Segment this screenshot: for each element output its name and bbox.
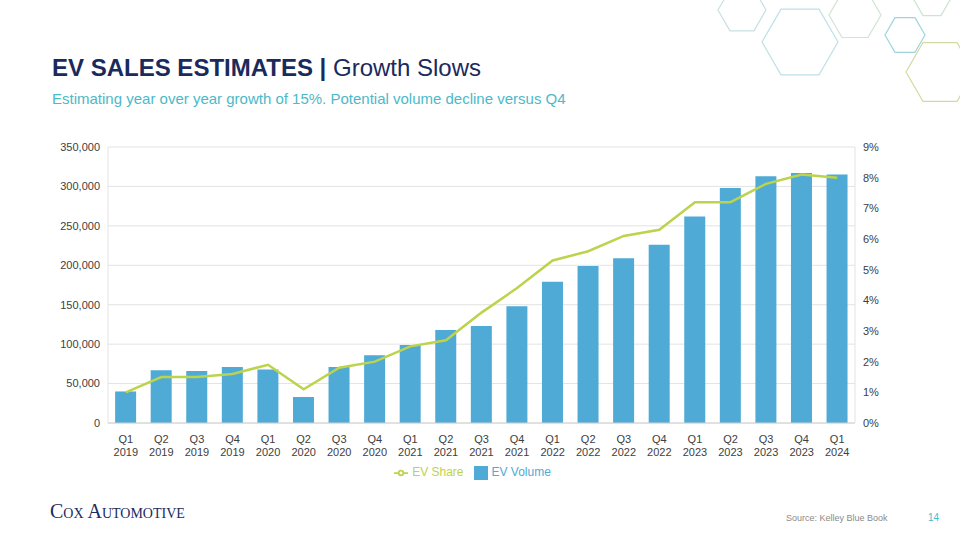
svg-text:Q12023: Q12023 [683,433,707,458]
svg-text:Q42020: Q42020 [363,433,387,458]
svg-text:350,000: 350,000 [60,141,100,153]
svg-text:Q12022: Q12022 [540,433,564,458]
svg-text:Q12019: Q12019 [114,433,138,458]
svg-text:Q42022: Q42022 [647,433,671,458]
html-text:EV Share: EV Share [412,465,464,479]
svg-text:Q22023: Q22023 [718,433,742,458]
html-text:Estimating year over year grow: Estimating year over year growth of 15%.… [52,90,566,107]
svg-text:Q22022: Q22022 [576,433,600,458]
svg-text:0: 0 [94,417,100,429]
svg-text:0%: 0% [863,417,879,429]
svg-text:Q22019: Q22019 [149,433,173,458]
svg-text:50,000: 50,000 [66,377,100,389]
svg-text:Q12024: Q12024 [825,433,849,458]
svg-text:Q32022: Q32022 [612,433,636,458]
svg-text:Q22020: Q22020 [291,433,315,458]
svg-text:Q32021: Q32021 [469,433,493,458]
svg-text:1%: 1% [863,386,879,398]
html-text:EV SALES ESTIMATES | Growth Sl: EV SALES ESTIMATES | Growth Slows [52,54,481,81]
svg-text:8%: 8% [863,172,879,184]
svg-text:Q42019: Q42019 [220,433,244,458]
svg-text:Q12021: Q12021 [398,433,422,458]
svg-text:200,000: 200,000 [60,259,100,271]
svg-text:Q22021: Q22021 [434,433,458,458]
svg-text:Q32020: Q32020 [327,433,351,458]
svg-text:2%: 2% [863,356,879,368]
html-text:14: 14 [928,512,940,523]
svg-text:Q12020: Q12020 [256,433,280,458]
svg-text:9%: 9% [863,141,879,153]
svg-text:Q42023: Q42023 [789,433,813,458]
html-text:EV Volume: EV Volume [491,465,551,479]
svg-text:Q32019: Q32019 [185,433,209,458]
svg-text:6%: 6% [863,233,879,245]
html-text:Source: Kelley Blue Book: Source: Kelley Blue Book [786,513,888,523]
svg-text:Q32023: Q32023 [754,433,778,458]
svg-text:100,000: 100,000 [60,338,100,350]
svg-text:7%: 7% [863,202,879,214]
svg-text:250,000: 250,000 [60,220,100,232]
svg-text:3%: 3% [863,325,879,337]
svg-text:5%: 5% [863,264,879,276]
svg-text:4%: 4% [863,294,879,306]
svg-text:Q42021: Q42021 [505,433,529,458]
html-text:Cox Automotive: Cox Automotive [50,500,185,522]
svg-text:300,000: 300,000 [60,180,100,192]
svg-text:150,000: 150,000 [60,299,100,311]
